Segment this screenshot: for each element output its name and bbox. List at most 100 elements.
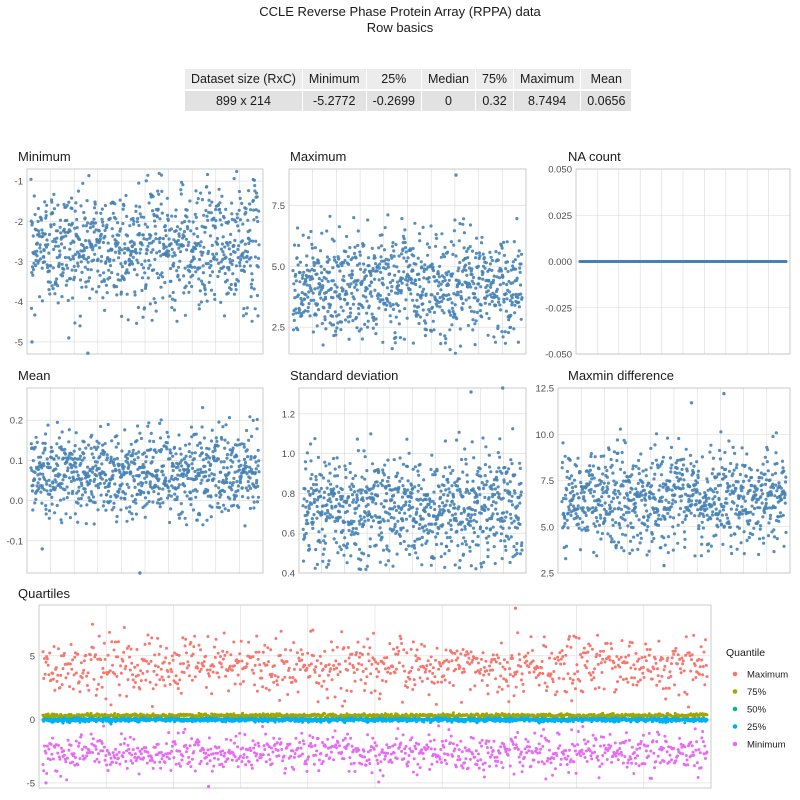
data-point [200, 478, 204, 482]
data-point [92, 230, 96, 234]
data-point [111, 211, 115, 215]
data-point [220, 510, 224, 514]
data-point [361, 496, 365, 500]
data-point [84, 285, 88, 289]
data-point [490, 487, 494, 491]
data-point [175, 242, 179, 246]
data-point [326, 260, 330, 264]
data-point [452, 229, 456, 233]
data-point [472, 531, 476, 535]
data-point [39, 455, 43, 459]
data-point [418, 285, 422, 289]
data-point [452, 292, 456, 296]
data-point [464, 457, 468, 461]
data-point [172, 308, 177, 312]
data-point [255, 417, 259, 422]
data-point [144, 460, 148, 464]
data-point [458, 558, 462, 563]
value-dataset-size: 899 x 214 [185, 89, 303, 111]
data-point [403, 511, 407, 515]
data-point [123, 497, 127, 501]
data-point [320, 321, 324, 326]
data-point [344, 250, 348, 254]
data-point [253, 455, 257, 459]
data-point [210, 270, 215, 274]
data-point [154, 232, 158, 236]
data-point [386, 265, 390, 269]
data-point [512, 519, 516, 523]
data-point [578, 470, 582, 474]
data-point [162, 246, 166, 250]
data-point [337, 225, 341, 229]
data-point [298, 280, 302, 284]
data-point [647, 481, 651, 485]
data-point [378, 293, 383, 298]
data-point [62, 227, 66, 231]
data-point [346, 542, 350, 546]
data-point [352, 490, 357, 494]
data-point [602, 481, 606, 485]
data-point [201, 271, 205, 275]
data-point [631, 526, 635, 530]
data-point [230, 488, 234, 492]
data-point [374, 322, 378, 326]
data-point [48, 484, 52, 488]
data-point [221, 235, 225, 239]
data-point [436, 531, 440, 536]
data-point [432, 556, 436, 560]
data-point [434, 535, 438, 539]
data-point [597, 467, 601, 471]
data-point [62, 497, 66, 501]
data-point [97, 441, 101, 445]
data-point [234, 264, 238, 268]
data-point [616, 495, 620, 499]
data-point [207, 191, 212, 195]
data-point [225, 466, 229, 470]
data-point [398, 534, 402, 538]
data-point [49, 445, 53, 449]
data-point [89, 268, 93, 272]
data-point [132, 222, 136, 226]
data-point [206, 488, 210, 492]
data-point [360, 337, 364, 341]
data-point [400, 495, 405, 499]
data-point [381, 298, 385, 302]
data-point [315, 302, 320, 306]
data-point [146, 424, 150, 428]
data-point [606, 481, 611, 485]
data-point [512, 327, 516, 331]
data-point [579, 491, 583, 495]
data-point [637, 518, 641, 522]
data-point [409, 495, 413, 500]
data-point [241, 314, 246, 318]
data-point [88, 226, 92, 230]
data-point [106, 422, 110, 427]
data-point [607, 494, 611, 498]
data-point [317, 530, 321, 534]
data-point [59, 518, 63, 522]
data-point [197, 307, 201, 311]
data-point [462, 536, 466, 540]
data-point [243, 242, 247, 246]
data-point [439, 489, 443, 493]
data-point [369, 280, 374, 284]
data-point [439, 288, 443, 292]
data-point [576, 507, 580, 511]
data-point [356, 243, 360, 247]
data-point [180, 510, 184, 514]
data-point [417, 272, 421, 276]
data-point [249, 467, 253, 471]
data-point [33, 501, 37, 505]
data-point [323, 318, 327, 322]
data-point [179, 452, 183, 456]
data-point [71, 489, 75, 493]
data-point [628, 551, 632, 556]
data-point [51, 266, 55, 270]
data-point [45, 489, 49, 493]
data-point [33, 313, 37, 317]
data-point [256, 265, 260, 269]
data-point [161, 473, 165, 477]
data-point [148, 480, 152, 484]
data-point [378, 526, 382, 530]
data-point [435, 469, 439, 473]
